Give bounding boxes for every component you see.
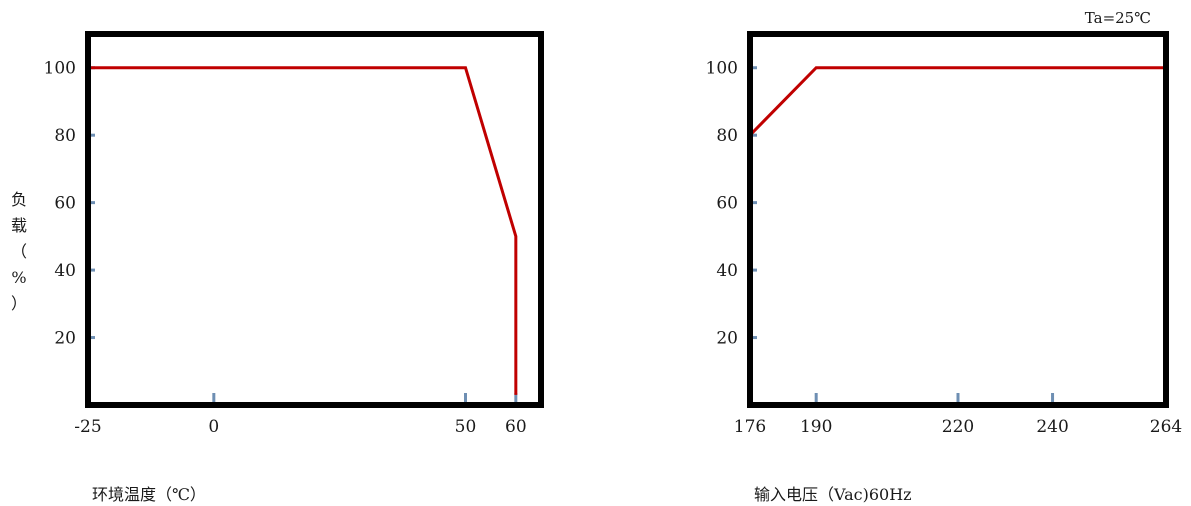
chart2-y-tick-label: 60 bbox=[716, 194, 738, 214]
chart1-y-tick-label: 100 bbox=[44, 59, 76, 79]
chart1-x-tick-label: -25 bbox=[74, 417, 101, 437]
chart1-series-line bbox=[88, 66, 518, 395]
chart1-y-tick-label: 60 bbox=[54, 194, 76, 214]
chart1-y-axis-label-glyph: 载 bbox=[11, 216, 27, 235]
chart1-y-axis-label-glyph: % bbox=[11, 268, 26, 287]
chart2-x-tick-label: 176 bbox=[734, 417, 766, 437]
chart2-y-tick-label: 100 bbox=[706, 59, 738, 79]
chart1-y-axis-label-glyph: ） bbox=[11, 294, 27, 313]
chart2-y-tick-label: 40 bbox=[716, 261, 738, 281]
chart1-x-tick-label: 0 bbox=[208, 417, 219, 437]
chart2-y-tick-label: 20 bbox=[716, 329, 738, 349]
chart1-x-tick-label: 50 bbox=[455, 417, 477, 437]
chart2-x-tick-label: 240 bbox=[1036, 417, 1068, 437]
chart1-y-axis-label-glyph: 负 bbox=[11, 190, 27, 209]
chart2-x-axis-label: 输入电压（Vac)60Hz bbox=[754, 485, 912, 504]
chart1-y-tick-label: 20 bbox=[54, 329, 76, 349]
chart1-x-axis-label: 环境温度（℃） bbox=[92, 485, 206, 504]
chart2-x-tick-label: 264 bbox=[1150, 417, 1182, 437]
chart1-y-axis-label: 负载 （% ） bbox=[11, 190, 27, 313]
chart2-x-tick-label: 220 bbox=[942, 417, 974, 437]
chart2-y-tick-label: 80 bbox=[716, 126, 738, 146]
chart1-plot-frame bbox=[85, 31, 544, 408]
chart1-x-tick-label: 60 bbox=[505, 417, 527, 437]
chart2-x-tick-label: 190 bbox=[800, 417, 832, 437]
chart2-plot-frame bbox=[747, 31, 1169, 408]
chart2-annotation: Ta=25℃ bbox=[1085, 9, 1151, 27]
chart1-y-tick-label: 40 bbox=[54, 261, 76, 281]
chart1-y-tick-label: 80 bbox=[54, 126, 76, 146]
chart2-series-line bbox=[748, 66, 1166, 137]
chart1-y-axis-label-glyph: （ bbox=[11, 242, 27, 261]
